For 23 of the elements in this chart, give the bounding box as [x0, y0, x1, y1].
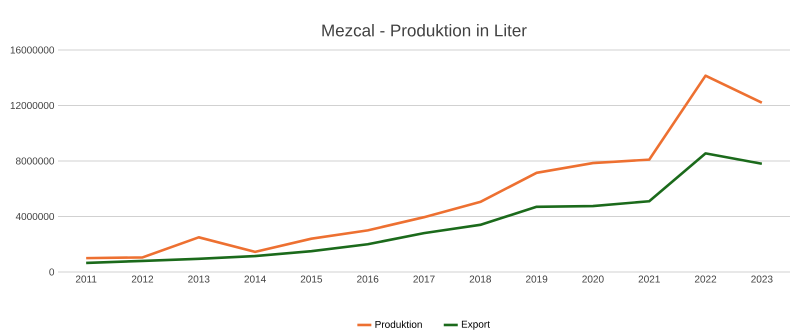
x-tick-label: 2018 — [470, 276, 491, 283]
line-series — [84, 74, 764, 260]
x-tick-label: 2011 — [76, 276, 96, 283]
line-series — [84, 152, 764, 264]
y-tick-label: 12000000 — [10, 102, 54, 110]
chart-title: Mezcal - Produktion in Liter — [322, 24, 527, 36]
x-tick-label: 2014 — [244, 276, 266, 283]
x-tick-label: 2021 — [638, 276, 660, 283]
x-tick-label: 2015 — [300, 276, 322, 283]
x-tick-label: 2013 — [188, 276, 210, 283]
legend-label: Export — [462, 320, 490, 330]
y-tick-label: 16000000 — [10, 46, 54, 54]
x-tick-label: 2016 — [357, 276, 378, 283]
x-tick-label: 2022 — [694, 276, 716, 283]
y-tick-label: 8000000 — [16, 157, 54, 165]
x-tick-label: 2020 — [582, 276, 604, 283]
y-tick-label: 4000000 — [16, 212, 54, 220]
x-tick-label: 2012 — [132, 276, 154, 283]
x-tick-label: 2017 — [413, 276, 435, 283]
x-tick-label: 2019 — [526, 276, 548, 283]
x-tick-label: 2023 — [751, 276, 773, 283]
y-tick-label: 0 — [49, 268, 54, 276]
legend-label: Produktion — [375, 320, 422, 328]
